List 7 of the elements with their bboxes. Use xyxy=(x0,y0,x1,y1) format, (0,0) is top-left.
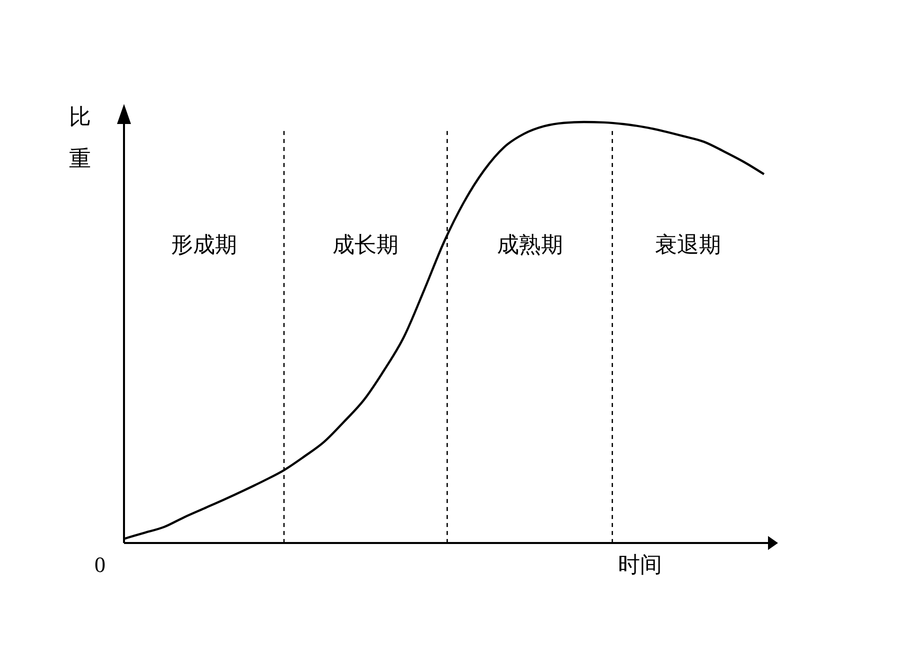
annotation: 成长期 xyxy=(332,233,399,258)
annotation: 衰退期 xyxy=(655,233,722,258)
x-axis-title: 时间 xyxy=(618,553,662,578)
y-axis-title: 比重 xyxy=(69,105,91,172)
annotation: 成熟期 xyxy=(496,233,563,258)
text: 0 xyxy=(94,552,106,577)
annotation: 形成期 xyxy=(171,233,237,258)
